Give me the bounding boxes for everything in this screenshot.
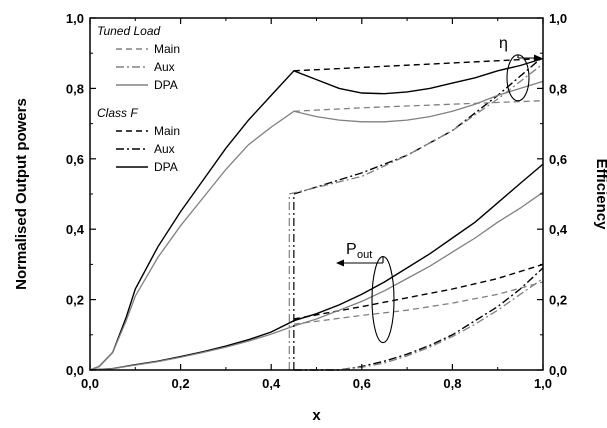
x-tick-label: 0,2 [172,376,190,391]
x-tick-label: 0,6 [353,376,371,391]
series-power-class-f-dpa [89,163,544,371]
legend-label: DPA [154,160,178,174]
x-tick-label: 0,0 [81,376,99,391]
y2-tick-label: 0,8 [549,81,567,96]
y2-tick-label: 0,0 [549,363,567,378]
series-power-tuned-load-dpa [89,191,544,371]
y2-tick-label: 0,6 [549,152,567,167]
power-annotation: P [346,241,357,258]
y2-tick-label: 0,2 [549,293,567,308]
series-efficiency-tuned-load-main [293,100,544,112]
y2-axis-label: Efficiency [593,159,607,231]
legend-label: Main [154,124,180,138]
series-efficiency-tuned-load-dpa [89,80,544,371]
y-tick-label: 0,2 [66,293,84,308]
legend-label: Aux [154,142,175,156]
x-tick-label: 0,8 [443,376,461,391]
efficiency-ellipse [506,54,530,102]
series-power-tuned-load-main [293,281,544,325]
y-tick-label: 0,0 [66,363,84,378]
legend-label: Aux [154,60,175,74]
x-tick-label: 1,0 [534,376,552,391]
legend-label: Main [154,42,180,56]
efficiency-arrowhead [534,54,542,62]
series-efficiency-class-f-aux [293,56,544,195]
y-tick-label: 0,8 [66,81,84,96]
power-ellipse [371,256,395,344]
y-tick-label: 1,0 [66,11,84,26]
x-tick-label: 0,4 [262,376,281,391]
y2-tick-label: 1,0 [549,11,567,26]
efficiency-annotation: η [499,35,508,52]
legend-label: DPA [154,78,178,92]
y2-tick-label: 0,4 [549,222,568,237]
series-power-class-f-aux [293,267,544,371]
x-axis-label: x [312,407,321,424]
series-power-tuned-load-aux [293,277,544,371]
series-efficiency-class-f-dpa [89,57,544,371]
y-tick-label: 0,6 [66,152,84,167]
series-efficiency-class-f-main [293,57,544,72]
legend-group-title: Class F [97,106,138,120]
legend-group-title: Tuned Load [97,24,160,38]
series-power-class-f-main [293,263,544,320]
power-arrowhead [336,259,344,267]
y-axis-label: Normalised Output powers [13,98,30,290]
y-tick-label: 0,4 [66,222,85,237]
power-annotation-subscript: out [357,249,372,261]
